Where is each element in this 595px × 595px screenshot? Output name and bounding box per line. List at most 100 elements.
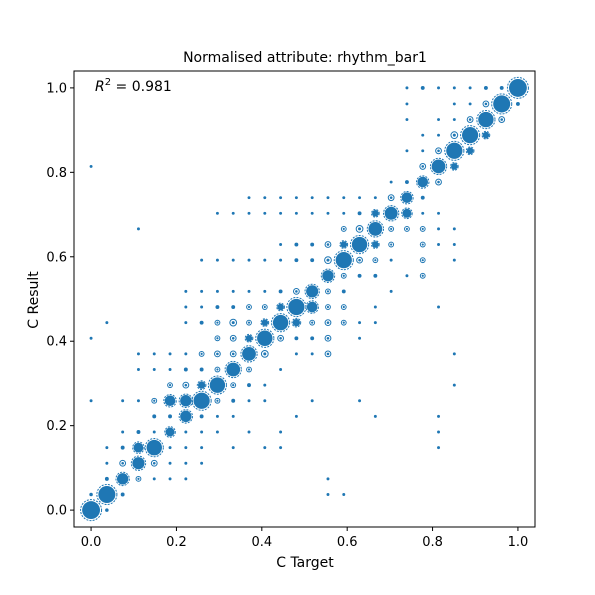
scatter-point-dot (247, 430, 251, 434)
scatter-point (231, 398, 236, 403)
y-tick-label: 0.2 (46, 419, 67, 434)
x-tick-label: 1.0 (508, 535, 529, 550)
scatter-point-dot (437, 430, 441, 434)
scatter-point (231, 211, 235, 215)
scatter-point-core (326, 305, 330, 309)
scatter-point (152, 352, 156, 356)
scatter-point (121, 399, 125, 403)
diagonal-point-core (493, 95, 511, 113)
scatter-point-core (452, 133, 456, 137)
scatter-point (309, 319, 316, 326)
scatter-point-core (342, 274, 345, 277)
scatter-point (419, 225, 426, 232)
scatter-point (499, 85, 504, 90)
scatter-point-dot (294, 242, 299, 247)
scatter-point (481, 130, 491, 140)
scatter-point (247, 258, 251, 262)
scatter-point-dot (199, 367, 204, 372)
scatter-point (388, 225, 395, 232)
scatter-point-dot (136, 430, 141, 434)
scatter-point-dot (373, 321, 377, 325)
scatter-point (437, 211, 441, 215)
scatter-point (247, 289, 251, 293)
diagonal-point (144, 438, 164, 458)
scatter-point (200, 430, 204, 434)
scatter-point-dot (278, 289, 283, 294)
scatter-point (178, 393, 194, 408)
scatter-point (214, 350, 221, 358)
scatter-point (214, 335, 221, 342)
scatter-point-core (451, 163, 458, 170)
diagonal-point-core (226, 362, 241, 377)
scatter-point (310, 336, 315, 341)
scatter-point (105, 508, 109, 512)
scatter-point (152, 430, 156, 434)
scatter-point-core (263, 352, 267, 356)
scatter-point-dot (89, 399, 93, 403)
scatter-point-core (484, 102, 488, 106)
scatter-point-core (152, 461, 156, 465)
scatter-point (279, 243, 283, 247)
scatter-point (246, 319, 252, 326)
scatter-point-core (389, 196, 393, 199)
scatter-point (356, 256, 363, 264)
scatter-point (483, 85, 488, 90)
scatter-point-ring (387, 194, 395, 202)
scatter-point-dot (136, 352, 140, 356)
scatter-point (105, 321, 109, 325)
scatter-point-dot (152, 368, 156, 371)
scatter-point-core (342, 227, 345, 231)
scatter-point-dot (310, 258, 315, 263)
scatter-point-dot (105, 446, 109, 450)
scatter-point-core (405, 227, 409, 231)
scatter-point-dot (136, 227, 140, 231)
scatter-point (247, 211, 251, 215)
diagonal-point-core (180, 410, 192, 423)
scatter-point-dot (168, 461, 172, 465)
diagonal-point-core (351, 236, 368, 253)
scatter-point-dot (294, 352, 298, 356)
scatter-point (229, 334, 237, 342)
scatter-point-ring (324, 256, 332, 265)
scatter-point-dot (168, 477, 172, 481)
diagonal-point-halo (96, 483, 118, 506)
scatter-point-core (342, 321, 345, 324)
scatter-point-halo (291, 317, 302, 328)
scatter-point-dot (247, 289, 251, 293)
scatter-point (404, 180, 409, 184)
chart-title: Normalised attribute: rhythm_bar1 (183, 50, 427, 66)
diagonal-point-halo (476, 109, 496, 130)
scatter-point-dot (373, 196, 377, 200)
scatter-point (437, 86, 441, 90)
scatter-point (136, 399, 140, 403)
scatter-point-dot (136, 368, 140, 371)
scatter-point-ring (498, 116, 506, 123)
scatter-point (261, 304, 268, 310)
scatter-point (450, 131, 459, 140)
scatter-point (326, 211, 330, 215)
scatter-point (401, 207, 413, 220)
scatter-point (404, 225, 410, 232)
scatter-point-core (247, 321, 251, 324)
scatter-point-ring (167, 382, 173, 389)
scatter-point-dot (326, 196, 330, 200)
scatter-point (373, 196, 377, 200)
scatter-point-core (390, 243, 393, 246)
scatter-point-dot (310, 242, 315, 247)
scatter-point (196, 380, 207, 390)
scatter-point-core (133, 442, 144, 453)
scatter-point-core (168, 384, 172, 387)
scatter-point-dot (437, 243, 441, 247)
scatter-point (167, 382, 173, 389)
data-points (80, 76, 529, 522)
scatter-point-dot (168, 414, 172, 419)
scatter-point-halo (132, 441, 145, 454)
scatter-point (340, 272, 347, 279)
diagonal-point-halo (383, 205, 400, 222)
scatter-point (231, 414, 235, 418)
scatter-point-dot (389, 258, 393, 262)
scatter-point (437, 430, 441, 434)
scatter-point (260, 350, 269, 358)
diagonal-point (416, 175, 430, 189)
scatter-point-dot (89, 492, 93, 497)
